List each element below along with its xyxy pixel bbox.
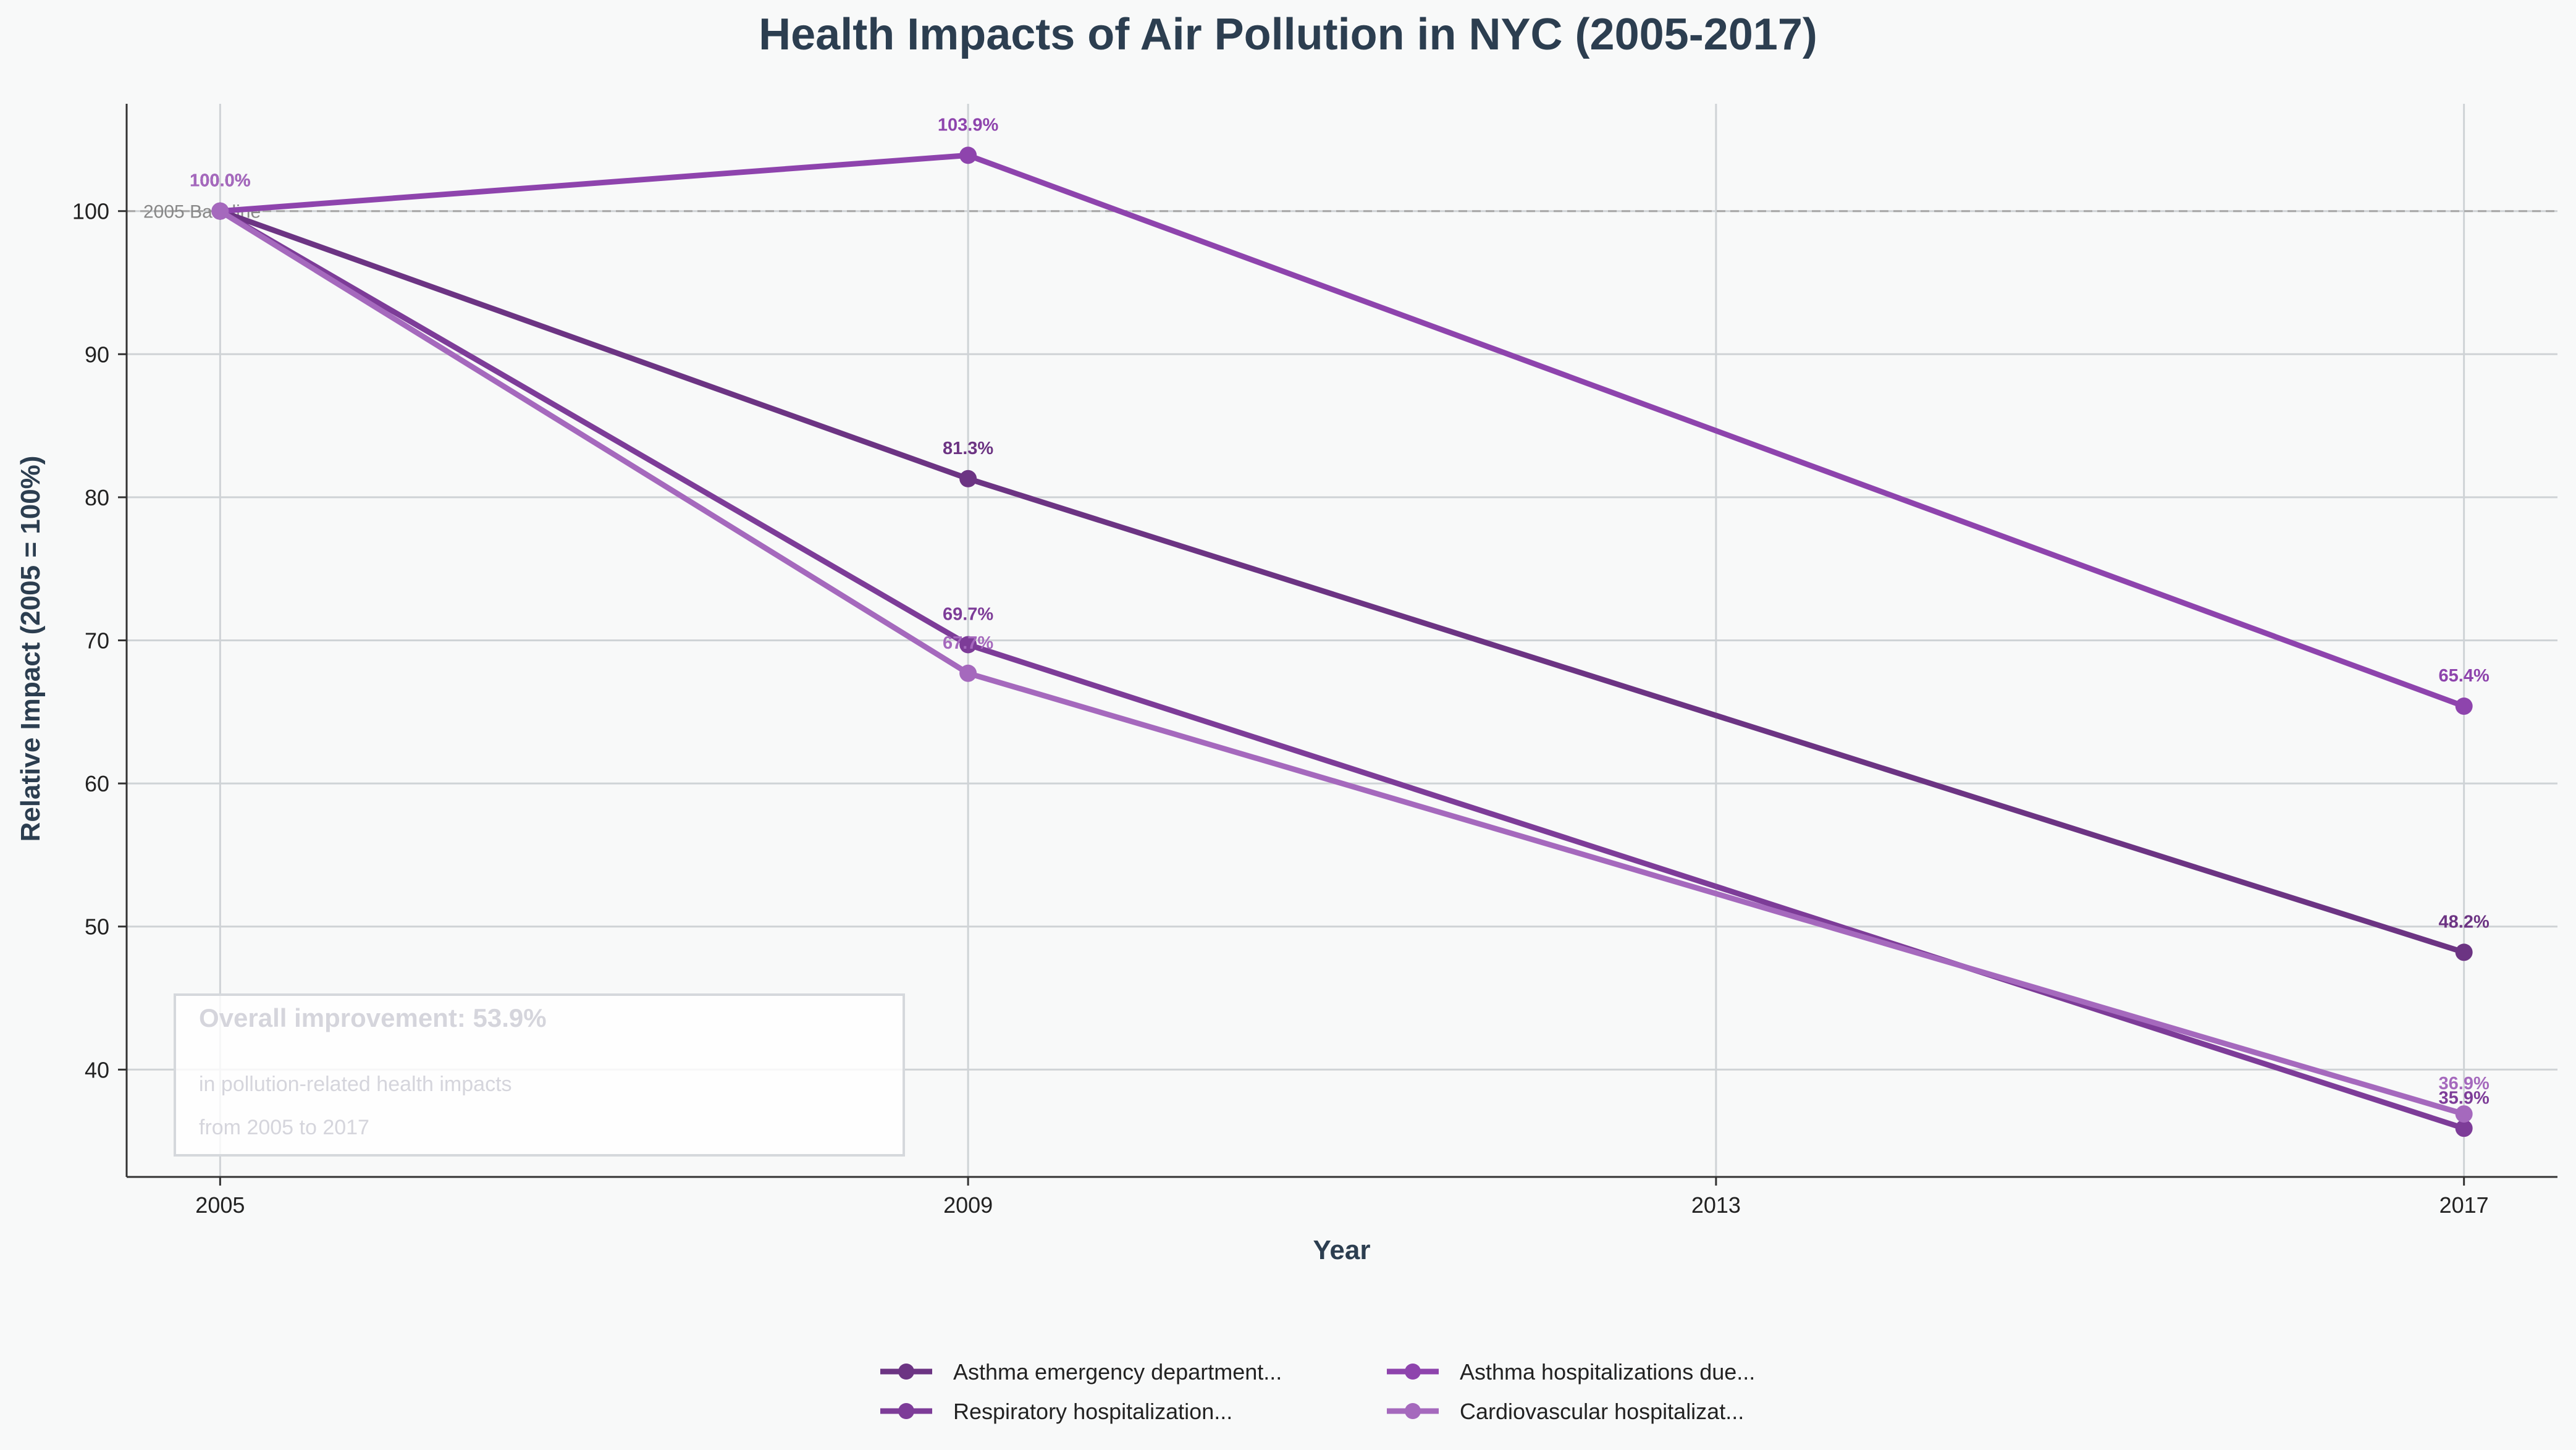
x-tick-label: 2005 [195,1192,245,1218]
legend-marker [1405,1364,1421,1380]
data-point [959,470,977,487]
legend-label: Respiratory hospitalization... [953,1399,1232,1424]
chart-title: Health Impacts of Air Pollution in NYC (… [759,10,1817,59]
legend-marker [898,1403,914,1419]
legend-label: Cardiovascular hospitalizat... [1460,1399,1744,1424]
x-tick-label: 2013 [1691,1192,1741,1218]
series-lines [211,146,2473,1137]
data-point [2455,1105,2473,1123]
improvement-note-box [174,993,905,1157]
data-label: 81.3% [943,439,993,458]
improvement-note-line-2: from 2005 to 2017 [199,1116,369,1139]
data-point [2455,698,2473,715]
data-label: 100.0% [190,171,251,191]
data-point [959,636,977,654]
series-line [217,208,2467,1131]
data-label: 67.7% [943,633,993,653]
x-axis-label: Year [1313,1235,1371,1265]
data-label: 103.9% [938,115,999,135]
improvement-note-title: Overall improvement: 53.9% [199,1003,547,1032]
data-label: 48.2% [2439,912,2490,932]
data-label: 100.0% [190,171,251,191]
tick-labels: 40 50 60 70 80 90 100 2005 2009 2013 2017 [72,199,2489,1218]
x-tick-label: 2017 [2439,1192,2489,1218]
data-label: 65.4% [2439,666,2490,686]
x-tick-label: 2009 [943,1192,993,1218]
data-label: 36.9% [2439,1074,2490,1094]
grid-lines [127,104,2557,1177]
y-tick-label: 80 [85,485,109,510]
baseline: 2005 Baseline [127,202,2557,222]
legend-marker [898,1364,914,1380]
y-tick-label: 70 [85,628,109,654]
data-label: 100.0% [190,171,251,191]
y-tick-label: 60 [85,771,109,796]
data-labels: 100.0%81.3%48.2%100.0%103.9%65.4%100.0%6… [190,115,2490,1108]
data-point [211,202,229,220]
data-label: 100.0% [190,171,251,191]
series-line [217,208,2467,1117]
data-point [2455,1119,2473,1137]
data-label: 69.7% [943,604,993,624]
improvement-note: Overall improvement: 53.9% in pollution-… [174,993,905,1157]
legend: Asthma emergency department... Asthma hos… [880,1359,1755,1424]
series-line [217,152,2467,709]
y-axis-label: Relative Impact (2005 = 100%) [15,456,46,842]
y-tick-label: 50 [85,914,109,940]
data-point [2455,943,2473,961]
data-label: 35.9% [2439,1088,2490,1108]
legend-label: Asthma hospitalizations due... [1460,1359,1755,1385]
improvement-note-line-1: in pollution-related health impacts [199,1073,512,1096]
data-point [959,146,977,164]
data-point [959,664,977,682]
legend-label: Asthma emergency department... [953,1359,1282,1385]
y-tick-label: 100 [72,199,109,224]
y-tick-label: 90 [85,342,109,367]
legend-marker [1405,1403,1421,1419]
y-tick-label: 40 [85,1057,109,1082]
